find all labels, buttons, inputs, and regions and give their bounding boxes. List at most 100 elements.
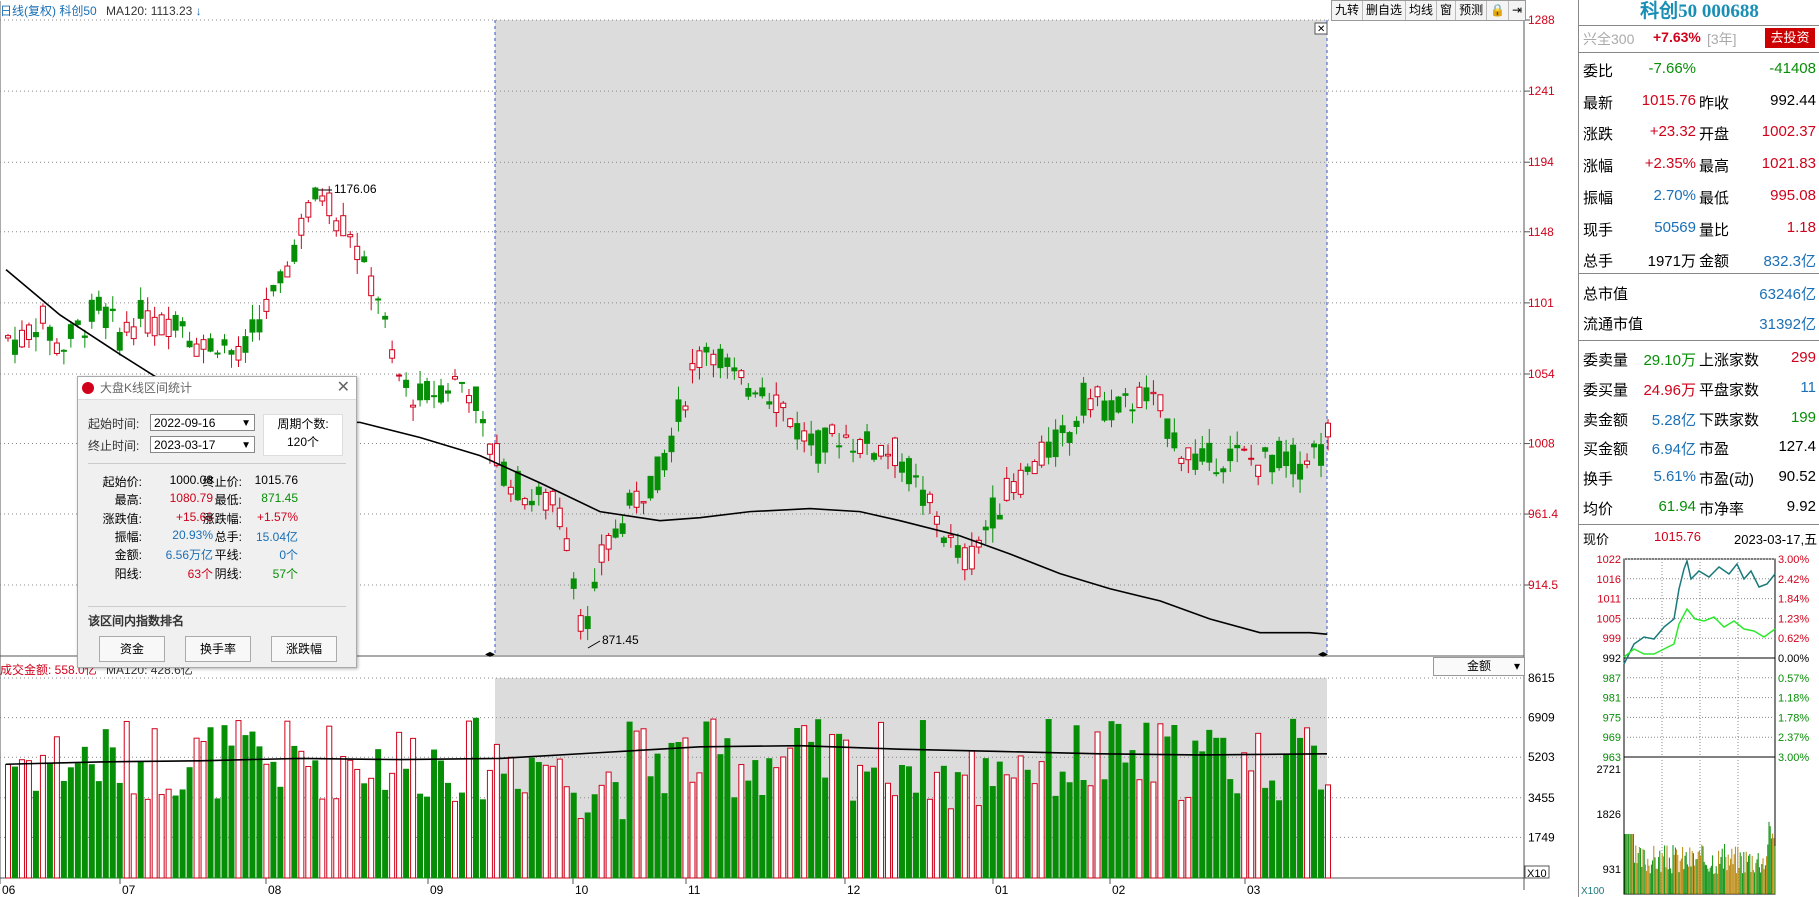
close-icon[interactable]: ✕ xyxy=(336,379,350,396)
quote-value: 832.3亿 xyxy=(1763,253,1816,271)
toolbar-forecast-button[interactable]: 预测 xyxy=(1456,1,1488,20)
toolbar-window-button[interactable]: 窗 xyxy=(1437,1,1457,20)
volume-bar xyxy=(291,745,298,879)
date-axis-label: 10 xyxy=(575,883,589,897)
candle-body xyxy=(1318,444,1325,466)
volume-bar xyxy=(808,741,815,879)
dialog-titlebar[interactable]: 大盘K线区间统计 ✕ xyxy=(78,377,356,400)
candle-body xyxy=(270,285,277,292)
mini-right-label: 0.57% xyxy=(1778,673,1809,685)
mini-left-label: 963 xyxy=(1603,752,1621,764)
candle-body xyxy=(165,318,172,337)
volume-axis-label: 3455 xyxy=(1528,791,1555,805)
volume-bar xyxy=(801,725,808,879)
volume-bar xyxy=(1143,722,1150,879)
app-logo-icon xyxy=(82,382,94,394)
volume-bar xyxy=(486,769,493,879)
volume-bar xyxy=(731,797,738,879)
volume-bar xyxy=(18,759,25,879)
stat-value: 1080.79 xyxy=(169,491,213,506)
candle-body xyxy=(354,245,361,261)
volume-bar xyxy=(1045,719,1052,879)
rank-turnover-button[interactable]: 换手率 xyxy=(185,636,251,662)
dialog-divider xyxy=(88,606,346,607)
toolbar-jiuzhuan-button[interactable]: 九转 xyxy=(1332,1,1364,20)
compare-fund-period: [3年] xyxy=(1707,31,1737,47)
volume-bar xyxy=(1129,750,1136,879)
candle-body xyxy=(1171,432,1178,449)
price-axis-label: 914.5 xyxy=(1528,578,1558,592)
kline-chart[interactable]: ✕1288124111941148110110541008961.4914.58… xyxy=(0,0,1580,897)
volume-bar xyxy=(647,776,654,879)
volume-bar xyxy=(696,772,703,879)
volume-bar xyxy=(46,763,53,879)
volume-bar xyxy=(577,818,584,879)
volume-bar xyxy=(556,758,563,879)
volume-bar xyxy=(787,747,794,879)
indicator-select[interactable]: 金额 ▾ xyxy=(1433,657,1525,676)
candle-body xyxy=(451,376,458,380)
volume-bar xyxy=(1066,782,1073,879)
candle-body xyxy=(25,324,32,341)
candle-body xyxy=(151,316,158,337)
intraday-chart[interactable]: 1022 3.00% 1016 2.42% 1011 1.84% 1005 1.23% 999 0… xyxy=(1579,549,1819,897)
candle-body xyxy=(1213,472,1220,475)
end-time-select[interactable]: 2023-03-17 ▼ xyxy=(150,436,255,453)
volume-bar xyxy=(32,790,39,879)
rank-change-button[interactable]: 涨跌幅 xyxy=(271,636,337,662)
quote-label: 市盈(动) xyxy=(1699,471,1754,489)
kline-chart-panel[interactable]: ✕ 1288 1241 1194 1148 1101 1054 1008 961.4 914.5 8… xyxy=(0,0,1580,897)
rank-fund-button[interactable]: 资金 xyxy=(99,636,165,662)
candle-body xyxy=(186,340,193,348)
candle-body xyxy=(1115,396,1122,413)
candle-body xyxy=(207,338,214,352)
mini-right-label: 1.18% xyxy=(1778,693,1809,705)
mini-left-label: 981 xyxy=(1603,693,1621,705)
volume-bar xyxy=(857,764,864,879)
volume-bar xyxy=(109,747,116,879)
candle-body xyxy=(1080,382,1087,416)
toolbar-delete-favorite-button[interactable]: 删自选 xyxy=(1363,1,1407,20)
candle-body xyxy=(619,523,626,534)
date-axis-label: 06 xyxy=(2,883,16,897)
volume-axis-label: 1749 xyxy=(1528,830,1555,844)
lock-icon[interactable]: 🔒 xyxy=(1487,1,1510,20)
collapse-panel-icon[interactable]: ⇥ xyxy=(1512,3,1523,17)
candle-body xyxy=(1234,444,1241,449)
volume-bar xyxy=(605,771,612,879)
compare-fund-change: +7.63% xyxy=(1653,29,1701,45)
volume-bar xyxy=(1171,725,1178,879)
volume-bar xyxy=(612,782,619,879)
candle-body xyxy=(1108,400,1115,421)
volume-bar xyxy=(1031,783,1038,879)
candle-body xyxy=(1206,442,1213,463)
quote-value: 11 xyxy=(1800,378,1816,396)
toolbar-ma-button[interactable]: 均线 xyxy=(1406,1,1438,20)
start-time-select[interactable]: 2022-09-16 ▼ xyxy=(150,414,255,431)
volume-bar xyxy=(989,786,996,879)
volume-bar xyxy=(1052,795,1059,879)
mini-left-label: 987 xyxy=(1603,673,1621,685)
candle-body xyxy=(689,363,696,371)
volume-bar xyxy=(1038,761,1045,879)
interval-stats-dialog[interactable]: 大盘K线区间统计 ✕ 起始时间: 2022-09-16 ▼ 终止时间: 2023-… xyxy=(77,376,357,668)
candle-body xyxy=(933,515,940,525)
volume-bar xyxy=(249,731,256,879)
quote-label: 委买量 xyxy=(1583,381,1629,399)
candle-body xyxy=(1262,447,1269,452)
invest-button[interactable]: 去投资 xyxy=(1765,28,1815,48)
volume-bar xyxy=(822,777,829,879)
volume-bar xyxy=(200,740,207,879)
candle-body xyxy=(179,321,186,327)
candle-body xyxy=(431,395,438,398)
candle-body xyxy=(137,300,144,319)
candle-body xyxy=(438,385,445,403)
candle-body xyxy=(640,501,647,504)
volume-bar xyxy=(95,781,102,879)
quote-label: 市净率 xyxy=(1699,501,1745,518)
mini-vol-label: 1826 xyxy=(1597,809,1621,821)
candle-body xyxy=(214,352,221,355)
stat-value: 1000.08 xyxy=(169,473,213,487)
mini-right-label: 3.00% xyxy=(1778,554,1809,566)
candle-body xyxy=(284,265,291,278)
